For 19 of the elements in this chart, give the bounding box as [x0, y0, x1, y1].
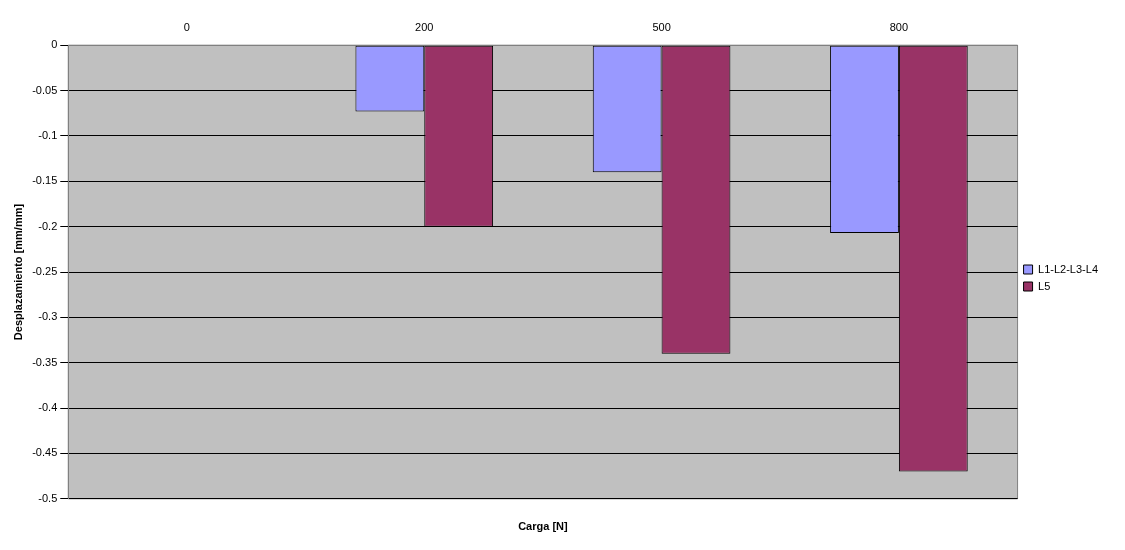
y-tick-label: -0.2 [38, 219, 58, 232]
x-tick-label: 200 [415, 20, 434, 33]
y-axis-title: Desplazamiento [mm/mm] [11, 203, 24, 341]
x-tick-label: 800 [889, 20, 909, 33]
x-axis-title: Carga [N] [518, 520, 569, 533]
y-tick-label: -0.05 [32, 83, 58, 96]
y-tick-label: -0.4 [38, 401, 58, 414]
y-tick-label: -0.15 [32, 174, 58, 187]
y-tick-label: -0.3 [38, 310, 58, 323]
legend-label: L1-L2-L3-L4 [1038, 262, 1099, 275]
y-tick-label: -0.45 [32, 446, 58, 459]
y-tick-label: -0.35 [32, 355, 58, 368]
x-tick-label: 0 [183, 20, 190, 33]
y-tick-label: -0.1 [38, 128, 58, 141]
y-tick-label: -0.5 [38, 491, 58, 504]
y-tick-label: 0 [51, 38, 58, 51]
x-tick-label: 500 [652, 20, 671, 33]
y-tick-label: -0.25 [32, 265, 58, 278]
legend-label: L5 [1038, 279, 1051, 292]
